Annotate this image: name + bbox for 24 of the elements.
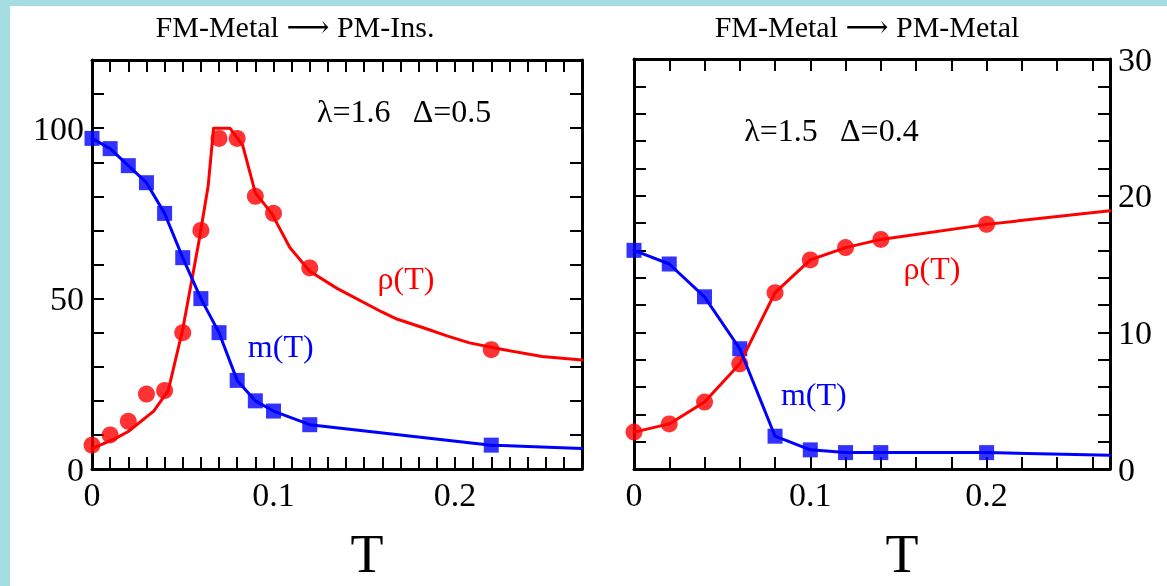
y-tick-label: 50: [50, 280, 84, 318]
x-axis-title: T: [350, 524, 384, 584]
y2-tick-label: 30: [1118, 40, 1152, 78]
point: [137, 385, 155, 403]
point: [119, 412, 137, 430]
x-tick-label: 0.2: [965, 475, 1008, 513]
x-tick-label: 0.2: [433, 475, 477, 513]
series-label: m(T): [247, 328, 314, 365]
chart-title: FM-Metal ⟶ PM-Ins.: [155, 9, 435, 43]
x-tick-label: 0: [625, 475, 643, 513]
x-tick-label: 0.1: [789, 475, 832, 513]
annotation: λ=1.5 Δ=0.4: [744, 112, 919, 149]
x-tick-label: 0.1: [252, 475, 295, 513]
series-label: m(T): [780, 375, 847, 412]
chart-title: FM-Metal ⟶ PM-Metal: [714, 9, 1020, 43]
series-label: ρ(T): [377, 260, 435, 297]
y2-tick-label: 10: [1118, 313, 1152, 351]
y2-tick-label: 0: [1118, 450, 1135, 488]
y2-tick-label: 20: [1118, 177, 1152, 215]
y-tick-label: 100: [33, 109, 84, 147]
series-label: ρ(T): [903, 250, 961, 287]
annotation: λ=1.6 Δ=0.5: [316, 93, 492, 130]
y-tick-label: 0: [67, 450, 84, 488]
x-axis-title: T: [885, 524, 919, 584]
